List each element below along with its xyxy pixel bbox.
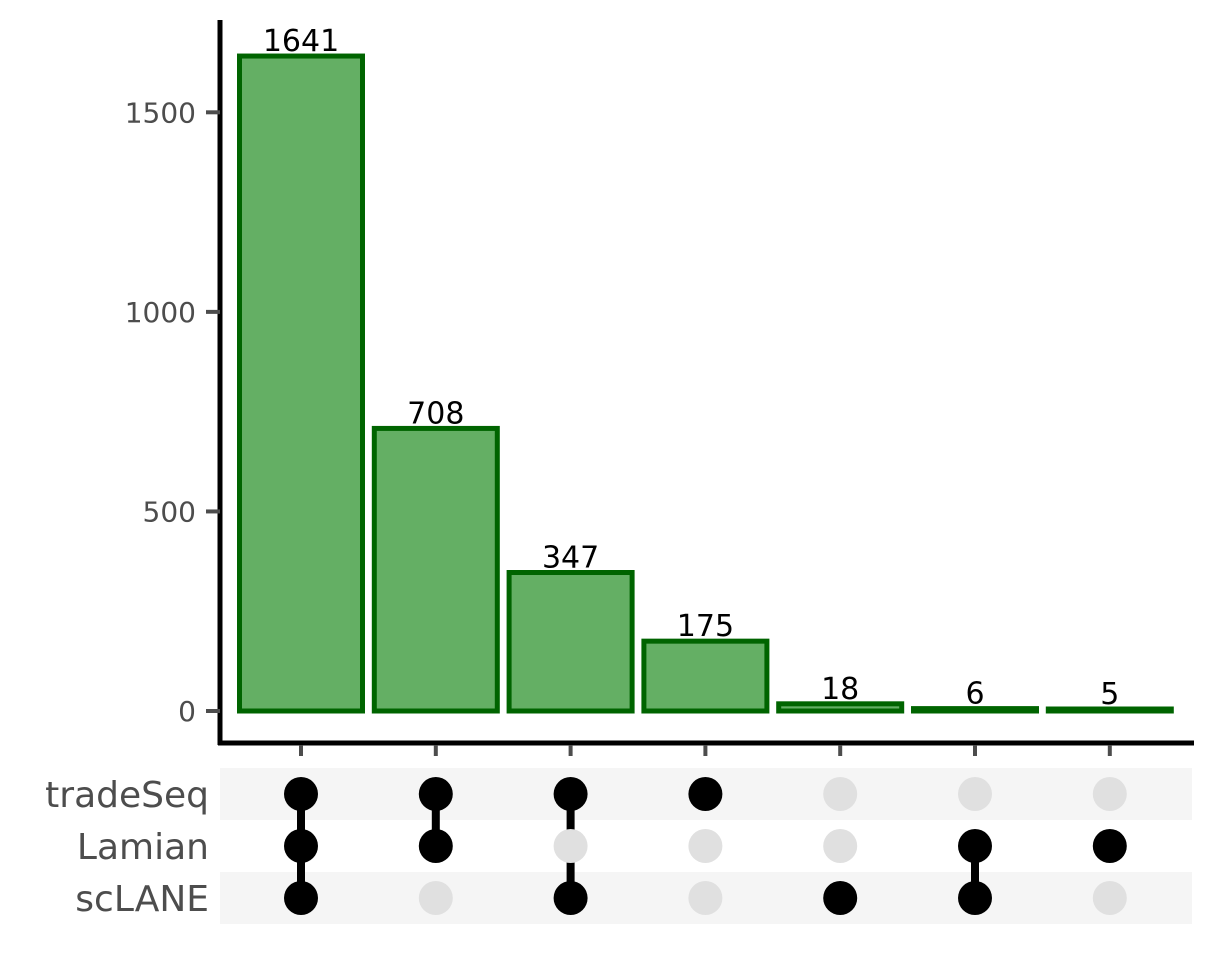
axes bbox=[217, 20, 1194, 746]
matrix-dot-inactive bbox=[553, 829, 588, 863]
matrix-dot-inactive bbox=[1092, 777, 1127, 811]
matrix-dot-active bbox=[958, 881, 992, 915]
intersection-matrix bbox=[284, 777, 1127, 915]
y-tick-label: 1500 bbox=[125, 96, 196, 129]
y-ticks: 0 500 1000 1500 bbox=[125, 96, 220, 728]
bar-value-label: 18 bbox=[821, 672, 859, 707]
bar bbox=[1045, 706, 1174, 714]
matrix-dot-active bbox=[553, 777, 588, 811]
matrix-dot-active bbox=[284, 777, 318, 811]
bar-value-label: 6 bbox=[965, 677, 984, 712]
x-ticks bbox=[299, 745, 1112, 756]
matrix-dot-active bbox=[418, 777, 453, 811]
matrix-dot-active bbox=[284, 881, 318, 915]
matrix-dot-inactive bbox=[823, 829, 858, 863]
matrix-dot-active bbox=[284, 829, 318, 863]
set-label-tradeseq: tradeSeq bbox=[45, 775, 209, 816]
matrix-dot-active bbox=[553, 881, 588, 915]
matrix-dot-inactive bbox=[823, 777, 858, 811]
set-label-sclane: scLANE bbox=[75, 879, 209, 920]
matrix-dot-active bbox=[1092, 829, 1127, 863]
bar bbox=[776, 701, 905, 714]
bar-value-label: 347 bbox=[542, 541, 599, 576]
y-tick-label: 500 bbox=[143, 495, 196, 528]
bar-value-label: 175 bbox=[677, 609, 734, 644]
bar-value-label: 1641 bbox=[263, 24, 339, 59]
y-tick-label: 1000 bbox=[125, 296, 196, 329]
matrix-dot-inactive bbox=[688, 829, 723, 863]
matrix-dot-active bbox=[958, 829, 992, 863]
matrix-dot-inactive bbox=[418, 881, 453, 915]
matrix-dot-active bbox=[823, 881, 858, 915]
bar-value-label: 5 bbox=[1100, 677, 1119, 712]
matrix-dot-inactive bbox=[958, 777, 992, 811]
set-labels: tradeSeq Lamian scLANE bbox=[45, 775, 209, 920]
y-tick-label: 0 bbox=[178, 695, 196, 728]
bar bbox=[641, 638, 770, 714]
set-label-lamian: Lamian bbox=[77, 827, 209, 868]
bar bbox=[237, 53, 365, 714]
bar bbox=[911, 706, 1039, 714]
matrix-dot-inactive bbox=[688, 881, 723, 915]
matrix-dot-inactive bbox=[1092, 881, 1127, 915]
matrix-dot-active bbox=[418, 829, 453, 863]
bar-value-label: 708 bbox=[407, 396, 464, 431]
value-labels: 1641 708 347 175 18 6 5 bbox=[263, 24, 1120, 712]
matrix-dot-active bbox=[688, 777, 723, 811]
bar bbox=[371, 425, 500, 714]
bar bbox=[506, 570, 635, 714]
bars bbox=[237, 53, 1174, 714]
